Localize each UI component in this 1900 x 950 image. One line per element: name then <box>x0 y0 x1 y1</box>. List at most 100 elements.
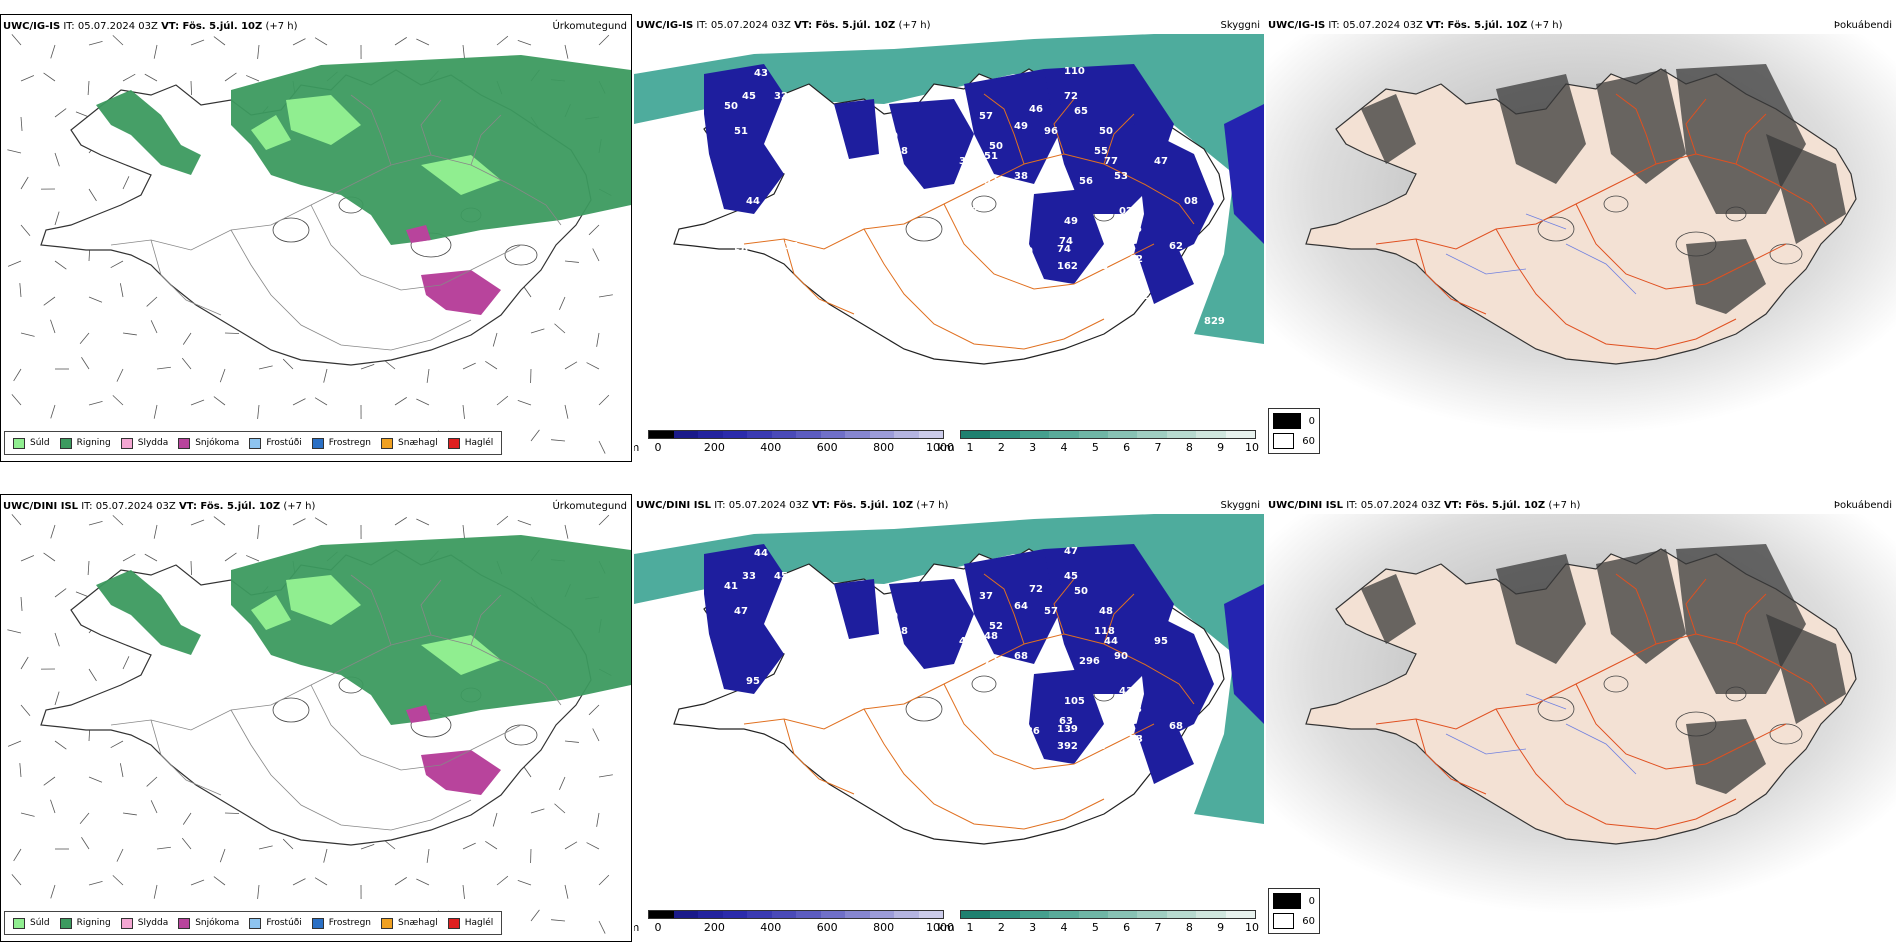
road <box>943 203 1155 290</box>
wind-barb <box>54 740 67 750</box>
legend-label: Slydda <box>137 438 169 448</box>
wind-barb <box>383 359 396 370</box>
wind-barb <box>564 404 569 419</box>
wind-barb <box>50 404 56 419</box>
wind-barb <box>588 704 600 716</box>
colorbar-tick: 800 <box>873 921 895 934</box>
road <box>150 239 222 316</box>
wind-barb <box>492 332 498 347</box>
wind-barb <box>20 596 23 611</box>
wind-barb <box>88 668 97 682</box>
model-name: UWC/DINI ISL <box>1268 500 1344 511</box>
wind-barb <box>517 519 532 526</box>
wind-barb <box>11 34 22 46</box>
road <box>943 683 1155 770</box>
visibility-label: 02 <box>1119 206 1133 217</box>
fog-dense-area <box>1496 74 1586 184</box>
visibility-label: 51 <box>734 126 748 137</box>
road <box>310 204 522 291</box>
visibility-label: 162 <box>1057 261 1078 272</box>
wind-barb <box>517 879 532 886</box>
visibility-label: 38 <box>1014 171 1028 182</box>
wind-barb <box>257 404 260 419</box>
legend-swatch <box>59 437 72 449</box>
visibility-label: 48 <box>1129 771 1143 782</box>
glacier-outline <box>905 696 943 722</box>
legend-swatch <box>447 917 460 929</box>
colorbar-tick: 9 <box>1217 441 1225 454</box>
glacier-outline <box>1537 216 1575 242</box>
legend-label: Haglél <box>464 918 494 928</box>
wind-barb <box>182 812 192 825</box>
wind-barb <box>394 877 407 886</box>
legend-item: Frostúði <box>249 917 302 929</box>
road <box>1375 153 1827 250</box>
wind-barb <box>323 848 328 863</box>
wind-barb <box>598 394 610 406</box>
wind-barb <box>394 397 407 406</box>
visibility-label: 139 <box>1057 724 1078 735</box>
wind-barb <box>245 555 260 562</box>
visibility-label: 72 <box>1029 584 1043 595</box>
colorbar-unit: km <box>937 921 955 934</box>
legend-item: Snjókoma <box>178 917 239 929</box>
snow-area <box>406 225 431 243</box>
wind-barb <box>213 396 226 406</box>
map-canvas <box>1266 514 1896 914</box>
colorbar-tick: 7 <box>1154 441 1162 454</box>
road <box>470 594 502 646</box>
road <box>1615 93 1657 165</box>
wind-barb <box>598 920 606 934</box>
road <box>1575 203 1787 290</box>
road <box>110 634 562 731</box>
colorbar-tick: 200 <box>703 441 725 454</box>
legend-label: Haglél <box>464 438 494 448</box>
lead-time: (+7 h) <box>265 21 298 32</box>
visibility-label: 46 <box>1029 104 1043 115</box>
wind-barb <box>462 524 465 539</box>
wind-barb <box>213 876 226 886</box>
wind-barb <box>551 919 566 922</box>
model-name: UWC/IG-IS <box>3 21 61 32</box>
visibility-label: 45 <box>742 91 756 102</box>
wind-barb <box>43 552 56 562</box>
wind-barb <box>592 728 600 742</box>
visibility-label: 57 <box>979 111 993 122</box>
wind-barb <box>496 875 509 886</box>
visibility-label: 63 <box>1059 716 1073 727</box>
visibility-label: 50 <box>724 101 738 112</box>
fog-index-legend: 0 60 <box>1268 888 1320 934</box>
wind-barb <box>292 38 306 46</box>
road <box>350 94 392 166</box>
wind-barb <box>13 368 22 382</box>
wind-barb <box>43 72 56 82</box>
visibility-label: 45 <box>1064 571 1078 582</box>
wind-barb <box>43 296 56 306</box>
legend-swatch <box>13 437 25 449</box>
wind-barb <box>564 524 569 539</box>
wind-barb <box>245 75 260 82</box>
road <box>1415 238 1487 315</box>
fog-dense-area <box>1676 544 1806 694</box>
visibility-label: 33 <box>742 571 756 582</box>
visibility-label: 40 <box>1074 764 1088 775</box>
colorbar-tick: 5 <box>1091 441 1099 454</box>
wind-barb <box>190 399 205 406</box>
wind-barb <box>257 884 260 899</box>
wind-barb <box>554 803 566 814</box>
precip-type-legend: Súld Rigning Slydda Snjókoma Frostúði Frostre… <box>4 431 503 455</box>
visibility-label: 52 <box>1099 754 1113 765</box>
road <box>983 93 1025 165</box>
road <box>1495 708 1737 830</box>
wind-barb <box>110 260 124 269</box>
visibility-label: 105 <box>1064 696 1085 707</box>
fog-dense-area <box>1686 719 1766 794</box>
legend-swatch <box>178 917 191 929</box>
legend-swatch <box>381 437 394 449</box>
wind-barb <box>20 555 35 562</box>
colorbar-tick: 6 <box>1123 921 1131 934</box>
wind-barb <box>598 774 613 778</box>
wind-barb <box>20 75 35 82</box>
model-name: UWC/DINI ISL <box>3 501 79 512</box>
wind-barb <box>190 560 192 576</box>
